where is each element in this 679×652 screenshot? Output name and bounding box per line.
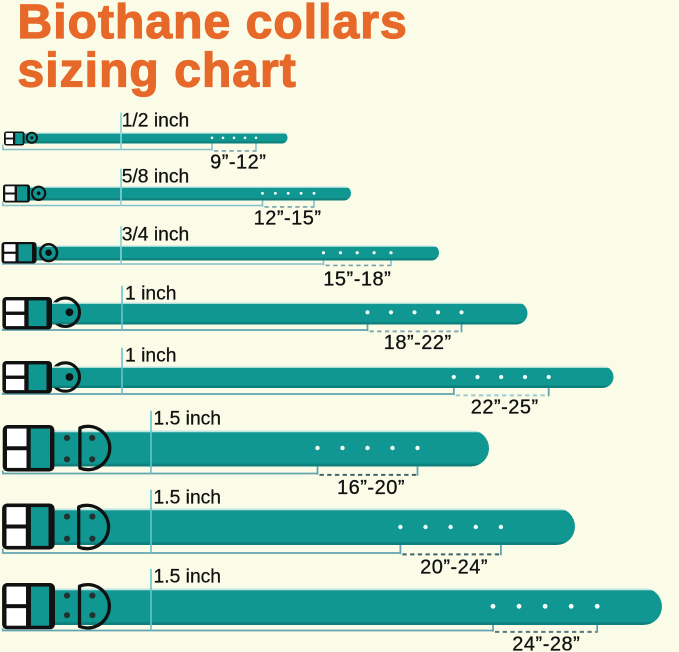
svg-text:1/2 inch: 1/2 inch (122, 111, 190, 132)
svg-text:sizing chart: sizing chart (18, 45, 297, 98)
svg-text:Biothane collars: Biothane collars (18, 0, 408, 49)
svg-text:5/8 inch: 5/8 inch (122, 166, 190, 187)
svg-text:1 inch: 1 inch (125, 346, 176, 367)
svg-text:12”-15”: 12”-15” (254, 207, 322, 229)
svg-text:18”-22”: 18”-22” (384, 332, 452, 354)
svg-text:3/4 inch: 3/4 inch (122, 224, 190, 245)
svg-text:1.5 inch: 1.5 inch (154, 409, 222, 430)
svg-text:20”-24”: 20”-24” (420, 557, 488, 579)
svg-text:22”-25”: 22”-25” (471, 397, 539, 419)
svg-text:9”-12”: 9”-12” (210, 152, 266, 174)
svg-text:1 inch: 1 inch (125, 284, 176, 305)
svg-text:1.5 inch: 1.5 inch (154, 488, 222, 509)
svg-text:15”-18”: 15”-18” (323, 268, 391, 290)
svg-text:24”-28”: 24”-28” (512, 634, 580, 652)
svg-text:16”-20”: 16”-20” (337, 477, 405, 499)
svg-text:1.5 inch: 1.5 inch (154, 567, 222, 588)
